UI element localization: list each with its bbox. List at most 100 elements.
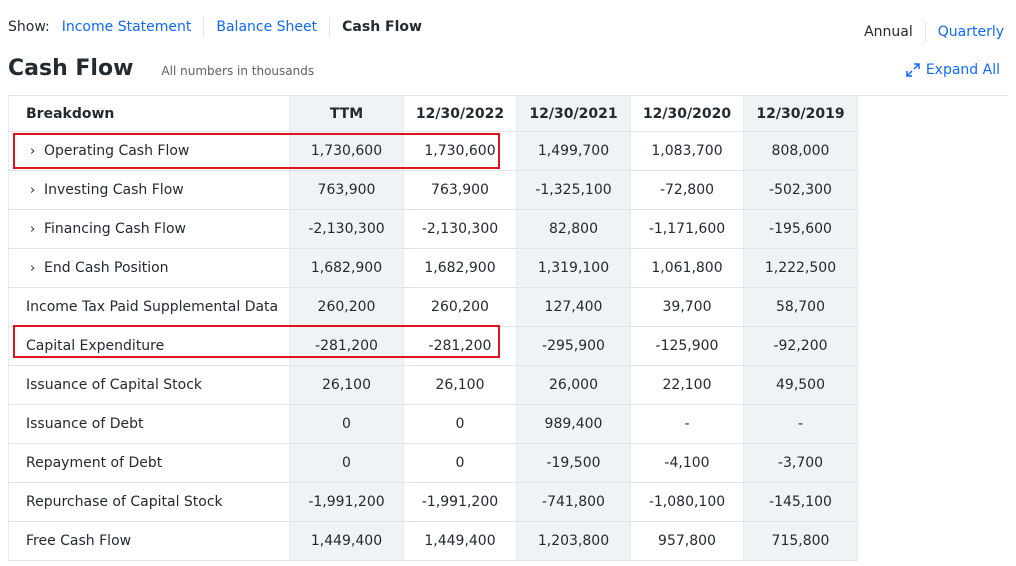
value-cell-2021: -741,800: [516, 482, 631, 522]
table-row: Repurchase of Capital Stock -1,991,200 -1,…: [8, 482, 858, 522]
value-cell-2020: -72,800: [630, 170, 744, 210]
row-label: Issuance of Debt: [26, 416, 144, 432]
expand-all-label: Expand All: [925, 62, 1000, 78]
value-cell-2020: 1,083,700: [630, 131, 744, 171]
column-header-2020: 12/30/2020: [630, 96, 744, 132]
value-cell-2021: 989,400: [516, 404, 631, 444]
value-cell-2022: 0: [403, 443, 517, 483]
row-label-cell[interactable]: › Investing Cash Flow: [8, 170, 290, 210]
chevron-right-icon[interactable]: ›: [30, 183, 36, 198]
tab-balance-sheet[interactable]: Balance Sheet: [204, 17, 331, 37]
tab-cash-flow[interactable]: Cash Flow: [342, 19, 422, 35]
value-cell-2019: 715,800: [743, 521, 858, 561]
value-cell-ttm: 1,730,600: [289, 131, 404, 171]
value-cell-2022: 260,200: [403, 287, 517, 327]
tab-income-statement[interactable]: Income Statement: [62, 17, 205, 37]
value-cell-2020: 957,800: [630, 521, 744, 561]
row-label-cell: Capital Expenditure: [8, 326, 290, 366]
table-row: Issuance of Debt 0 0 989,400- -: [8, 404, 858, 444]
table-row: Income Tax Paid Supplemental Data 260,200…: [8, 287, 858, 327]
value-cell-ttm: 763,900: [289, 170, 404, 210]
value-cell-2020: 39,700: [630, 287, 744, 327]
row-label: Issuance of Capital Stock: [26, 377, 203, 393]
table-row: Issuance of Capital Stock 26,100 26,100 26,…: [8, 365, 858, 405]
table-row[interactable]: › Financing Cash Flow -2,130,300 -2,130,300…: [8, 209, 858, 249]
value-cell-2019: -145,100: [743, 482, 858, 522]
row-label: End Cash Position: [44, 260, 169, 276]
value-cell-ttm: -2,130,300: [289, 209, 404, 249]
value-cell-2019: -92,200: [743, 326, 858, 366]
value-cell-2020: 22,100: [630, 365, 744, 405]
value-cell-2021: 127,400: [516, 287, 631, 327]
row-label: Repurchase of Capital Stock: [26, 494, 223, 510]
value-cell-ttm: 26,100: [289, 365, 404, 405]
row-label-cell[interactable]: › Operating Cash Flow: [8, 131, 290, 171]
value-cell-2021: 82,800: [516, 209, 631, 249]
value-cell-2022: 1,730,600: [403, 131, 517, 171]
annual-button[interactable]: Annual: [852, 22, 926, 42]
row-label: Investing Cash Flow: [44, 182, 184, 198]
value-cell-2019: 49,500: [743, 365, 858, 405]
column-header-2019: 12/30/2019: [743, 96, 858, 132]
table-row[interactable]: › Investing Cash Flow 763,900 763,900 -1,325…: [8, 170, 858, 210]
value-cell-ttm: -1,991,200: [289, 482, 404, 522]
row-label: Income Tax Paid Supplemental Data: [26, 299, 279, 315]
units-note: All numbers in thousands: [161, 64, 315, 78]
value-cell-2022: -1,991,200: [403, 482, 517, 522]
table-row: Free Cash Flow 1,449,400 1,449,400 1,203,80…: [8, 521, 858, 561]
column-header-ttm: TTM: [289, 96, 404, 132]
value-cell-ttm: 260,200: [289, 287, 404, 327]
value-cell-2019: 808,000: [743, 131, 858, 171]
chevron-right-icon[interactable]: ›: [30, 222, 36, 237]
row-label-cell[interactable]: › Financing Cash Flow: [8, 209, 290, 249]
row-label-cell[interactable]: › End Cash Position: [8, 248, 290, 288]
value-cell-2020: -: [630, 404, 744, 444]
value-cell-2021: -295,900: [516, 326, 631, 366]
table-row[interactable]: › End Cash Position 1,682,900 1,682,900 1,31…: [8, 248, 858, 288]
page-title: Cash Flow: [8, 56, 134, 81]
value-cell-2020: -125,900: [630, 326, 744, 366]
value-cell-2021: 1,499,700: [516, 131, 631, 171]
value-cell-2019: -195,600: [743, 209, 858, 249]
column-header-2021: 12/30/2021: [516, 96, 631, 132]
value-cell-ttm: 0: [289, 404, 404, 444]
table-header-row: Breakdown TTM 12/30/2022 12/30/2021 12/3…: [8, 96, 858, 132]
table-row[interactable]: › Operating Cash Flow 1,730,600 1,730,600 1,…: [8, 131, 858, 171]
value-cell-2022: 1,682,900: [403, 248, 517, 288]
value-cell-ttm: 0: [289, 443, 404, 483]
value-cell-2021: 1,203,800: [516, 521, 631, 561]
value-cell-2021: -19,500: [516, 443, 631, 483]
row-label: Repayment of Debt: [26, 455, 163, 471]
value-cell-2019: 58,700: [743, 287, 858, 327]
value-cell-2021: 1,319,100: [516, 248, 631, 288]
row-label: Operating Cash Flow: [44, 143, 190, 159]
row-label-cell: Income Tax Paid Supplemental Data: [8, 287, 290, 327]
value-cell-2022: -281,200: [403, 326, 517, 366]
title-row: Cash Flow All numbers in thousands: [8, 56, 314, 81]
row-label-cell: Repurchase of Capital Stock: [8, 482, 290, 522]
row-label: Free Cash Flow: [26, 533, 132, 549]
chevron-right-icon[interactable]: ›: [30, 144, 36, 159]
value-cell-2022: 26,100: [403, 365, 517, 405]
value-cell-2019: -502,300: [743, 170, 858, 210]
value-cell-2020: -4,100: [630, 443, 744, 483]
value-cell-ttm: -281,200: [289, 326, 404, 366]
divider: [8, 95, 1008, 96]
row-label: Capital Expenditure: [26, 338, 165, 354]
value-cell-2022: 763,900: [403, 170, 517, 210]
value-cell-2021: -1,325,100: [516, 170, 631, 210]
quarterly-button[interactable]: Quarterly: [937, 24, 1004, 40]
column-header-breakdown: Breakdown: [8, 96, 290, 132]
expand-all-button[interactable]: Expand All: [906, 62, 1000, 78]
value-cell-ttm: 1,449,400: [289, 521, 404, 561]
value-cell-2019: 1,222,500: [743, 248, 858, 288]
cash-flow-table: Breakdown TTM 12/30/2022 12/30/2021 12/3…: [8, 96, 858, 561]
value-cell-2019: -: [743, 404, 858, 444]
value-cell-2020: 1,061,800: [630, 248, 744, 288]
value-cell-2022: 0: [403, 404, 517, 444]
column-header-2022: 12/30/2022: [403, 96, 517, 132]
row-label-cell: Repayment of Debt: [8, 443, 290, 483]
chevron-right-icon[interactable]: ›: [30, 261, 36, 276]
value-cell-2020: -1,080,100: [630, 482, 744, 522]
value-cell-2020: -1,171,600: [630, 209, 744, 249]
